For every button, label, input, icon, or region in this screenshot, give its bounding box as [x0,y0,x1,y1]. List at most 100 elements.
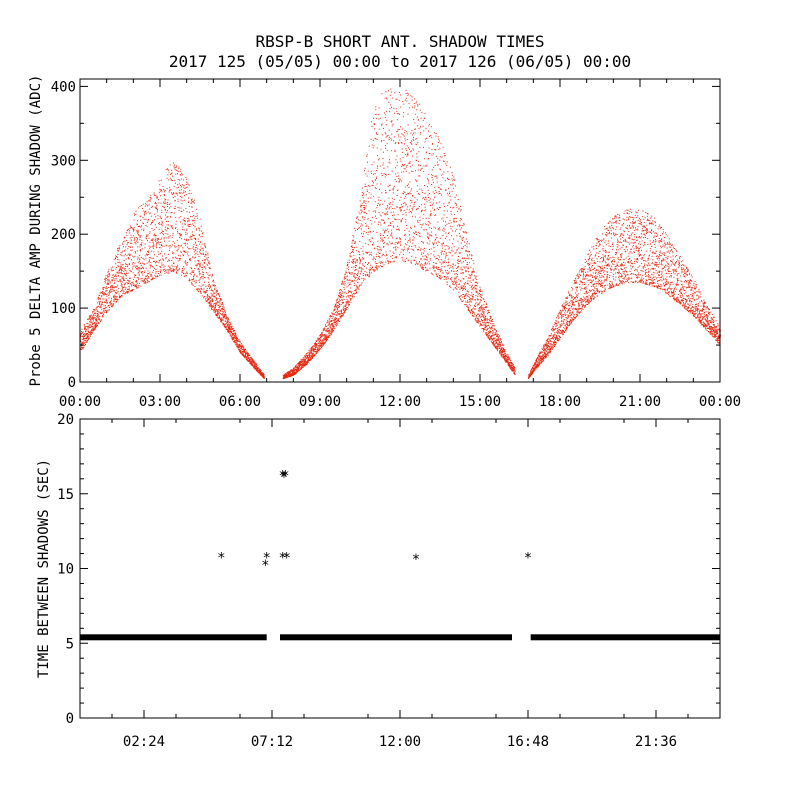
data-point [147,254,149,255]
data-point [352,249,353,251]
data-point [243,353,244,355]
data-point [424,203,426,205]
data-point [230,329,232,331]
data-point [306,353,308,355]
data-point [250,359,252,361]
data-point [92,328,94,330]
data-point [105,278,107,279]
data-point [358,277,360,279]
data-point [133,283,135,285]
data-point [192,271,194,273]
data-point [100,306,102,307]
data-point [205,268,207,270]
data-point [203,262,205,264]
data-point [99,303,101,305]
data-point [412,209,414,211]
data-point [404,229,406,231]
data-point [129,277,131,279]
data-point [434,208,436,210]
data-point [304,362,306,364]
data-point [126,282,128,283]
data-point [153,260,155,262]
data-point [416,138,418,140]
data-point [216,293,218,295]
data-point [186,186,188,188]
data-point [389,111,391,113]
data-point [419,169,421,171]
data-point [118,266,120,268]
data-point [259,369,261,371]
data-point [132,272,134,274]
data-point [176,269,178,271]
data-point [332,324,334,326]
data-point [389,225,391,226]
data-point [234,335,236,337]
data-point [118,288,120,290]
data-point [438,193,440,195]
data-point [396,257,397,259]
data-point [319,342,321,344]
data-point [183,266,185,268]
data-point [409,166,411,168]
data-point [247,354,249,356]
data-point [110,286,112,288]
data-point [189,224,190,226]
data-point [335,303,337,305]
data-point [150,198,152,200]
data-point [406,150,408,151]
data-point [161,221,163,223]
data-point [174,265,176,267]
data-point [440,189,442,190]
data-point [335,312,337,314]
data-point [407,241,409,243]
data-point [167,265,169,267]
data-point [345,276,347,278]
data-point [211,294,213,296]
data-point [307,352,309,354]
data-point [354,227,356,229]
data-point [151,207,153,208]
data-point [353,249,354,251]
data-point [433,243,434,245]
data-point [373,248,375,250]
data-point [243,355,244,356]
data-point [377,267,379,269]
data-point [114,286,116,288]
data-point [437,145,438,147]
data-point [357,287,359,289]
data-point [392,251,394,253]
data-point [413,239,415,241]
data-point [134,237,136,239]
data-point [150,275,152,277]
data-point [298,361,300,363]
data-point [325,341,327,343]
data-point [430,213,432,214]
data-point [185,260,186,262]
data-point [357,279,359,280]
data-point [332,329,334,331]
data-point [226,326,228,328]
data-point [174,199,176,201]
data-point [177,260,179,262]
data-point [122,287,124,289]
data-point [141,208,143,209]
data-point [125,246,127,248]
data-point [83,324,85,326]
data-point [415,180,417,182]
data-point [439,276,441,278]
data-point [189,184,191,186]
data-point [346,302,348,304]
data-point [316,351,318,353]
data-point [396,113,398,115]
data-point [118,250,120,252]
data-point [83,340,85,342]
data-point [102,288,104,290]
data-point [428,218,430,220]
data-point [242,354,244,356]
data-point [186,218,188,219]
data-point [110,291,112,293]
data-point [80,341,82,343]
data-point [325,340,327,342]
data-point [159,274,161,276]
data-point [339,304,340,305]
